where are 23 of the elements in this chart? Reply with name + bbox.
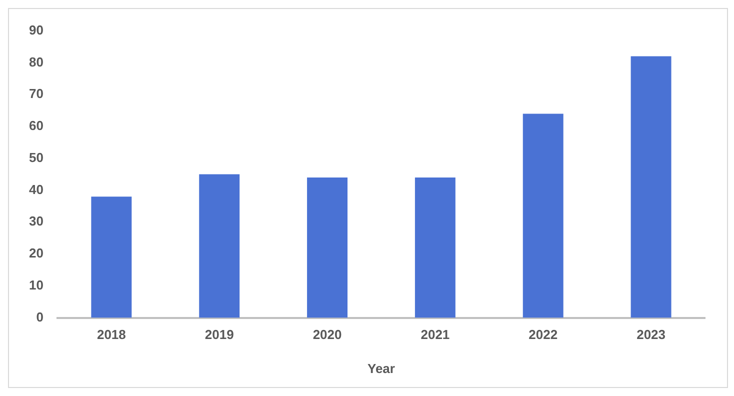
x-tick-label: 2019 [204, 327, 234, 342]
x-tick-label: 2020 [312, 327, 342, 342]
y-tick-label: 80 [28, 54, 44, 70]
y-tick-label: 10 [28, 277, 44, 292]
bar [630, 56, 672, 318]
y-tick-label: 40 [28, 182, 44, 197]
y-tick-label: 60 [28, 118, 44, 134]
y-tick-label: 70 [28, 86, 44, 102]
bar [91, 196, 132, 318]
x-tick-label: 2022 [528, 327, 558, 342]
x-tick-label: 2018 [96, 327, 126, 342]
y-tick-label: 30 [28, 214, 44, 229]
x-axis-title: Year [367, 360, 395, 376]
bar [307, 177, 348, 318]
y-tick-label: 20 [28, 246, 44, 261]
x-tick-label: 2021 [420, 327, 450, 342]
y-tick-label: 0 [36, 309, 44, 324]
y-tick-label: 50 [28, 150, 44, 165]
x-tick-label: 2023 [636, 327, 666, 342]
y-tick-label: 90 [28, 22, 44, 38]
bar [522, 114, 564, 318]
bar [199, 174, 240, 318]
bar [414, 177, 456, 318]
